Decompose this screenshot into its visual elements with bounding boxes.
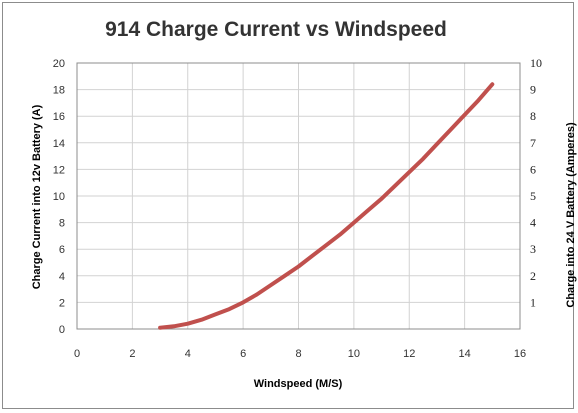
grid-layer: [76, 62, 521, 330]
x-tick-label: 6: [240, 348, 246, 360]
chart-frame: [2, 2, 574, 409]
x-tick-label: 14: [459, 348, 471, 360]
y2-tick-label: 7: [530, 136, 536, 150]
y-tick-label: 0: [59, 324, 65, 336]
x-tick-label: 8: [295, 348, 301, 360]
x-tick-label: 10: [348, 348, 360, 360]
y2-tick-label: 1: [530, 295, 536, 309]
y-tick-label: 16: [53, 111, 65, 123]
y2-tick-label: 6: [530, 162, 536, 176]
ticks-layer: 0 2 4 6 8 10 12 14 16024681012141618201234567891…: [53, 56, 542, 360]
y2-tick-label: 3: [530, 242, 536, 256]
y-tick-label: 18: [53, 85, 65, 97]
y-tick-label: 12: [53, 164, 65, 176]
y2-tick-label: 8: [530, 109, 536, 123]
y-tick-label: 4: [59, 271, 65, 283]
x-tick-label: 12: [403, 348, 415, 360]
y-tick-label: 2: [59, 297, 65, 309]
y-tick-label: 10: [53, 191, 65, 203]
series-line: [158, 82, 495, 330]
axis-layer: [76, 62, 521, 330]
y2-tick-label: 5: [530, 189, 536, 203]
y2-axis-title: Charge into 24 V Battery (Amperes): [565, 122, 577, 308]
y2-tick-label: 2: [530, 269, 536, 283]
y-tick-label: 14: [53, 138, 65, 150]
x-tick-label: 4: [185, 348, 191, 360]
series-layer: [158, 82, 495, 330]
x-tick-label: 0: [74, 348, 80, 360]
x-tick-label: 16: [514, 348, 526, 360]
y-tick-label: 20: [53, 58, 65, 70]
y-tick-label: 8: [59, 218, 65, 230]
y2-tick-label: 9: [530, 83, 536, 97]
chart-title: 914 Charge Current vs Windspeed: [105, 18, 447, 41]
y2-tick-label: 10: [530, 56, 542, 70]
plot-area-border: [76, 62, 521, 330]
y-tick-label: 6: [59, 244, 65, 256]
x-axis-title: Windspeed (M/S): [254, 378, 343, 390]
x-tick-label: 2: [129, 348, 135, 360]
y2-tick-label: 4: [530, 216, 536, 230]
y-axis-title: Charge Current into 12v Battery (A): [31, 104, 43, 289]
